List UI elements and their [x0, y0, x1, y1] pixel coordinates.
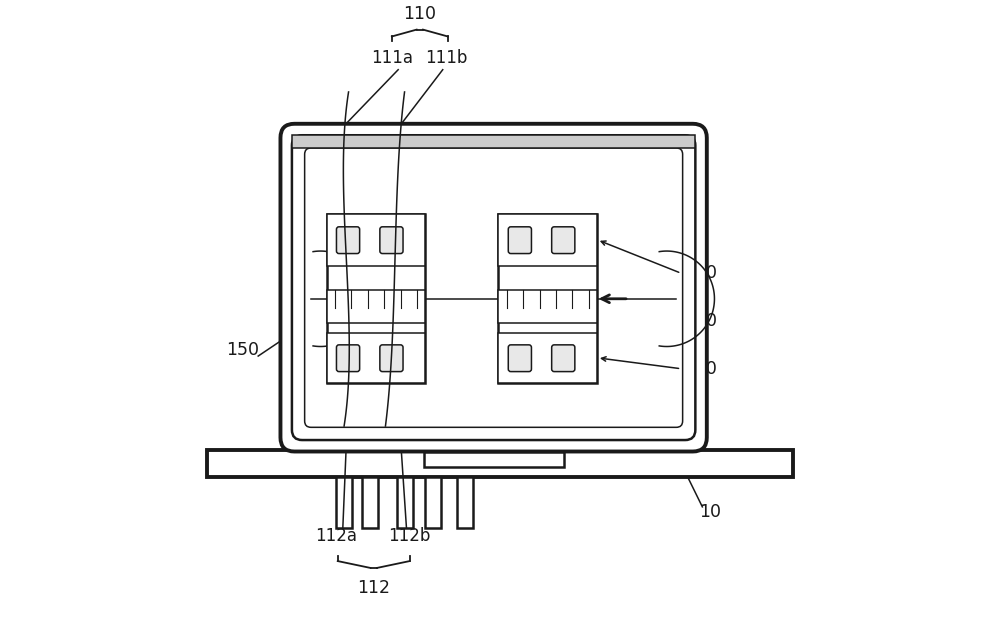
Bar — [397, 477, 413, 528]
Text: 10: 10 — [699, 503, 721, 521]
Text: 111a: 111a — [371, 49, 413, 67]
Text: 111b: 111b — [425, 49, 467, 67]
Text: 112: 112 — [357, 579, 390, 597]
FancyBboxPatch shape — [552, 345, 575, 372]
Bar — [498, 214, 597, 383]
Text: 120: 120 — [685, 312, 718, 330]
Bar — [327, 214, 425, 266]
Bar — [362, 477, 378, 528]
FancyBboxPatch shape — [508, 227, 531, 254]
FancyBboxPatch shape — [380, 345, 403, 372]
Bar — [327, 214, 425, 383]
Text: 110: 110 — [403, 5, 436, 23]
Text: 140: 140 — [685, 360, 717, 377]
Bar — [336, 477, 352, 528]
FancyBboxPatch shape — [552, 227, 575, 254]
FancyBboxPatch shape — [380, 227, 403, 254]
Bar — [327, 290, 425, 323]
Text: 150: 150 — [226, 341, 259, 359]
Text: 112b: 112b — [388, 527, 431, 545]
Bar — [457, 477, 473, 528]
FancyBboxPatch shape — [305, 148, 683, 428]
Text: 130: 130 — [685, 265, 718, 282]
Bar — [498, 333, 597, 383]
Bar — [425, 477, 441, 528]
FancyBboxPatch shape — [280, 124, 707, 451]
FancyBboxPatch shape — [292, 135, 695, 440]
Bar — [424, 451, 564, 467]
Bar — [498, 290, 597, 323]
Bar — [207, 450, 793, 477]
FancyBboxPatch shape — [508, 345, 531, 372]
Bar — [292, 135, 695, 148]
Bar — [327, 333, 425, 383]
FancyBboxPatch shape — [336, 227, 360, 254]
FancyBboxPatch shape — [336, 345, 360, 372]
Bar — [498, 214, 597, 266]
Text: 112a: 112a — [315, 527, 357, 545]
